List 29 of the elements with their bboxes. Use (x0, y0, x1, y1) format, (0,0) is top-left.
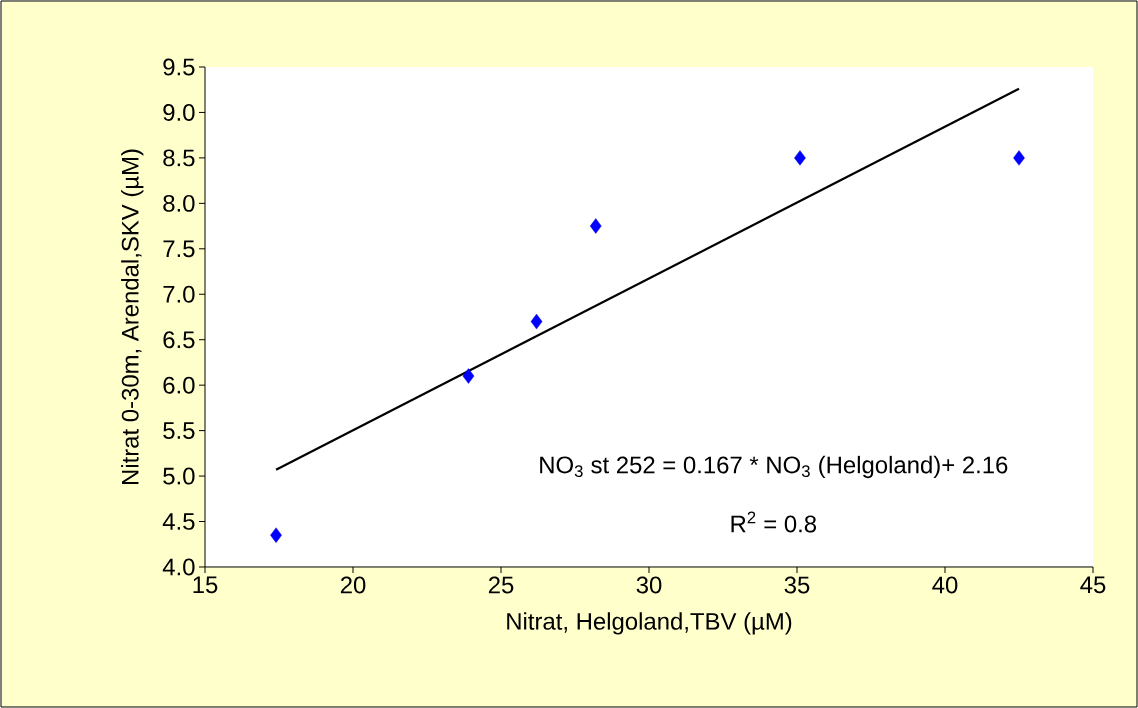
x-tick-label: 45 (1080, 576, 1106, 594)
y-tick-label: 8.5 (163, 149, 195, 167)
y-tick-label: 7.5 (163, 240, 195, 258)
x-tick-label: 25 (488, 576, 514, 594)
x-axis-title: Nitrat, Helgoland,TBV (µM) (507, 612, 792, 635)
y-tick-label: 4.5 (162, 513, 195, 530)
y-tick-label: 7.0 (163, 285, 195, 303)
x-tick-label: 40 (932, 576, 958, 594)
annotation: NO$_{3}$ st 252 = 0.167 * NO$_{3}$ (Helgoland)+ 2.16 (540, 455, 1008, 479)
point (589, 218, 602, 234)
point (270, 527, 282, 543)
y-tick-label: 9.0 (163, 103, 195, 121)
y-tick-label: 9.5 (163, 58, 195, 76)
y-tick-label: 8.0 (163, 194, 195, 212)
annotation: R$^{2}$ = 0.8 (731, 511, 817, 533)
y-tick-label: 5.5 (163, 422, 195, 439)
x-tick-label: 20 (340, 576, 366, 594)
y-tick-label: 6.0 (163, 376, 195, 394)
y-axis-title: Nitrat 0-30m, Arendal,SKV (µM) (121, 149, 144, 485)
point (530, 313, 543, 330)
x-tick-label: 35 (784, 576, 810, 594)
point (794, 150, 806, 166)
y-tick-label: 4.0 (162, 558, 195, 576)
y-tick-label: 5.0 (163, 467, 195, 485)
point (462, 368, 475, 384)
x-tick-label: 15 (193, 576, 218, 594)
y-tick-label: 6.5 (163, 331, 195, 349)
point (1013, 150, 1025, 166)
x-tick-label: 30 (636, 576, 662, 594)
